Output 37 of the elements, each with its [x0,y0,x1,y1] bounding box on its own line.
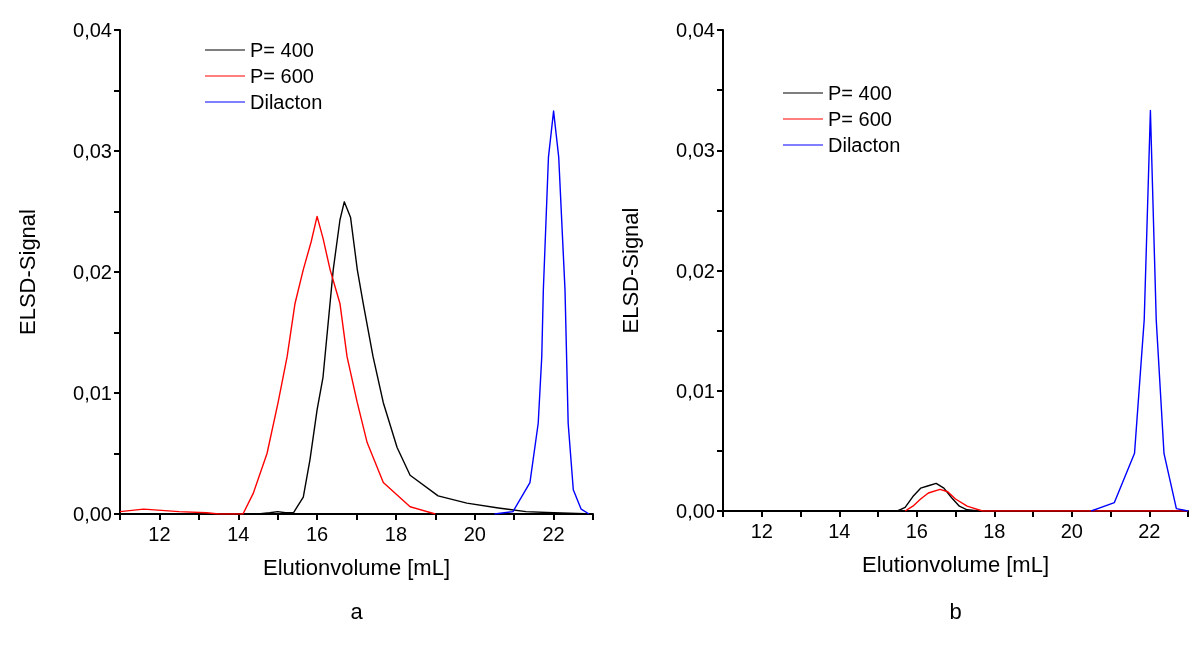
y-tick-label: 0,01 [676,379,715,402]
x-tick-label: 20 [463,523,486,545]
x-tick-label: 22 [542,523,565,545]
x-axis-title: Elutionvolume [mL] [262,554,451,580]
x-tick-label: 16 [305,523,329,545]
y-tick-label: 0,03 [676,139,715,162]
x-tick-label: 14 [227,523,250,545]
x-tick-label: 16 [905,520,928,542]
x-tick-label: 12 [148,523,171,545]
legend-label: Dilacton [828,134,901,156]
text: a [350,598,364,624]
legend-label: P= 600 [828,108,892,130]
legend-label: P= 400 [828,82,892,104]
x-tick-label: 12 [750,520,773,542]
legend-label: Dilacton [250,91,323,113]
x-tick-label: 18 [983,520,1006,542]
y-axis-title: ELSD-Signal [617,207,643,334]
legend-label: P= 400 [250,39,314,61]
x-axis-title: Elutionvolume [mL] [861,551,1050,577]
y-tick-label: 0,04 [73,19,112,41]
y-tick-label: 0,02 [73,261,112,283]
line-series [119,215,437,515]
line-series [1090,109,1189,512]
legend-label: P= 600 [250,65,314,87]
text: b [949,598,962,624]
y-tick-label: 0,00 [676,500,715,522]
y-tick-label: 0,03 [73,140,112,162]
y-tick-label: 0,04 [676,19,715,41]
x-tick-label: 18 [384,523,408,545]
line-series [493,110,590,515]
x-tick-label: 22 [1138,520,1161,542]
y-tick-label: 0,00 [73,503,112,525]
y-axis-title: ELSD-Signal [14,209,40,335]
y-tick-label: 0,02 [676,259,715,282]
x-tick-label: 14 [828,520,851,542]
y-tick-label: 0,01 [73,382,112,404]
x-tick-label: 20 [1060,520,1083,542]
